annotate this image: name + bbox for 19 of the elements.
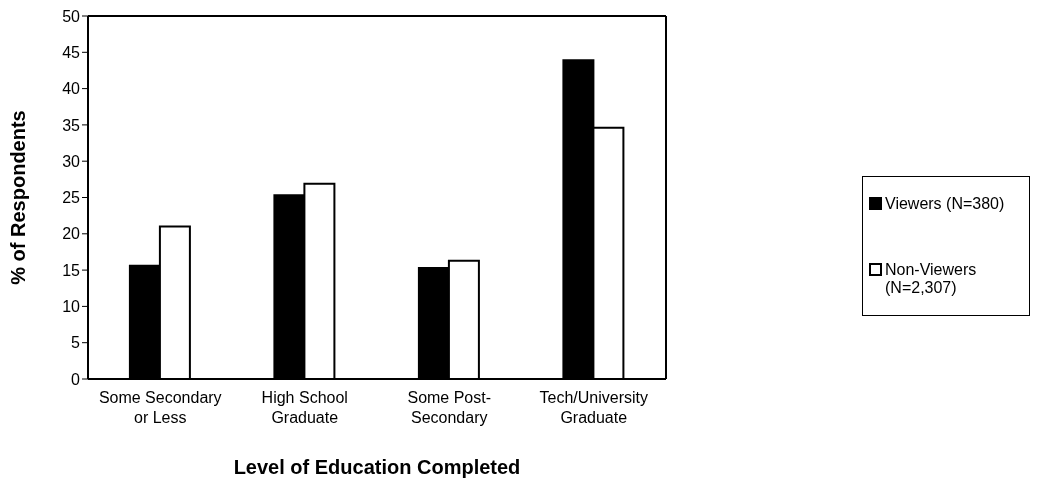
y-tick-label: 25 [62,189,81,207]
y-tick-label: 40 [62,80,81,98]
x-tick-label: Tech/University Graduate [539,389,648,426]
y-tick-label: 15 [62,261,81,279]
y-axis-title: % of Respondents [7,110,30,285]
y-tick-label: 0 [71,370,81,388]
legend-label: Viewers (N=380) [885,195,1005,213]
x-tick-label: High School Graduate [261,389,348,426]
y-tick-label: 45 [62,43,81,61]
y-tick-label: 30 [62,152,81,170]
y-tick-label: 10 [62,298,81,316]
y-tick-label: 35 [62,116,81,134]
legend-label: Non-Viewers (N=2,307) [885,261,978,297]
y-tick-label: 5 [71,334,81,352]
y-tick-label: 20 [62,225,81,243]
y-tick-label: 50 [62,7,81,25]
x-tick-label: Some Post-Secondary [407,389,492,426]
x-tick-label: Some Secondary or Less [98,389,222,426]
x-axis-title: Level of Education Completed [233,456,521,478]
